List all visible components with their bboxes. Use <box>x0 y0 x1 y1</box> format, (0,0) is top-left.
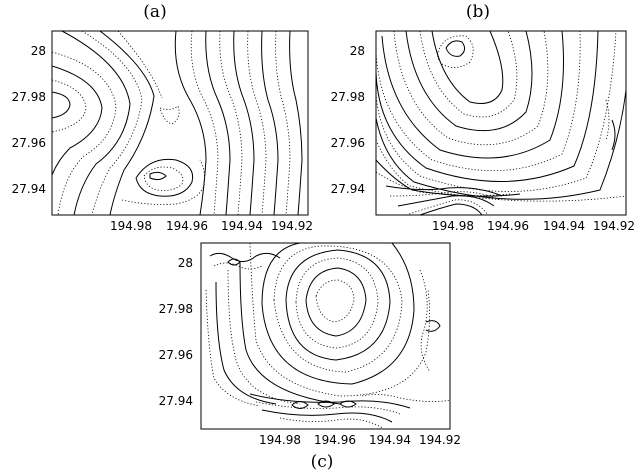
y-tick-label: 27.94 <box>159 394 193 408</box>
panel-c-x-ticks: 194.98 194.96 194.94 194.92 <box>259 433 461 447</box>
y-tick-label: 28 <box>31 44 46 58</box>
panel-c-frame <box>200 242 451 430</box>
x-tick-label: 194.98 <box>110 219 152 233</box>
x-tick-label: 194.92 <box>593 219 635 233</box>
y-tick-label: 27.98 <box>159 302 193 316</box>
y-tick-label: 27.94 <box>12 182 46 196</box>
x-tick-label: 194.98 <box>259 433 301 447</box>
panel-b-title: (b) <box>466 2 490 22</box>
panel-c: 28 27.98 27.96 27.94 194.98 194.96 194.9… <box>159 242 461 472</box>
panel-b-x-ticks: 194.98 194.96 194.94 194.92 <box>432 219 635 233</box>
panel-b-frame <box>375 30 627 216</box>
x-tick-label: 194.96 <box>314 433 356 447</box>
x-tick-label: 194.96 <box>487 219 529 233</box>
y-tick-label: 28 <box>178 256 193 270</box>
x-tick-label: 194.98 <box>432 219 474 233</box>
y-tick-label: 27.98 <box>331 90 365 104</box>
y-tick-label: 27.96 <box>331 136 365 150</box>
panel-b: (b) <box>331 2 635 233</box>
panel-a: (a) <box>12 2 313 233</box>
y-tick-label: 28 <box>350 44 365 58</box>
panel-a-contours <box>52 31 303 215</box>
panel-b-y-ticks: 28 27.98 27.96 27.94 <box>331 44 365 196</box>
panel-b-contours <box>376 31 626 215</box>
y-tick-label: 27.96 <box>159 348 193 362</box>
x-tick-label: 194.94 <box>543 219 585 233</box>
x-tick-label: 194.92 <box>271 219 313 233</box>
panel-c-y-ticks: 28 27.98 27.96 27.94 <box>159 256 193 408</box>
y-tick-label: 27.94 <box>331 182 365 196</box>
panel-a-x-ticks: 194.98 194.96 194.94 194.92 <box>110 219 313 233</box>
panel-c-contours <box>205 243 450 429</box>
y-tick-label: 27.96 <box>12 136 46 150</box>
x-tick-label: 194.92 <box>419 433 461 447</box>
panel-c-title: (c) <box>311 452 334 472</box>
y-tick-label: 27.98 <box>12 90 46 104</box>
x-tick-label: 194.96 <box>166 219 208 233</box>
panel-a-y-ticks: 28 27.98 27.96 27.94 <box>12 44 46 196</box>
x-tick-label: 194.94 <box>369 433 411 447</box>
panel-a-title: (a) <box>143 2 166 22</box>
panel-a-frame <box>51 30 309 216</box>
x-tick-label: 194.94 <box>221 219 263 233</box>
